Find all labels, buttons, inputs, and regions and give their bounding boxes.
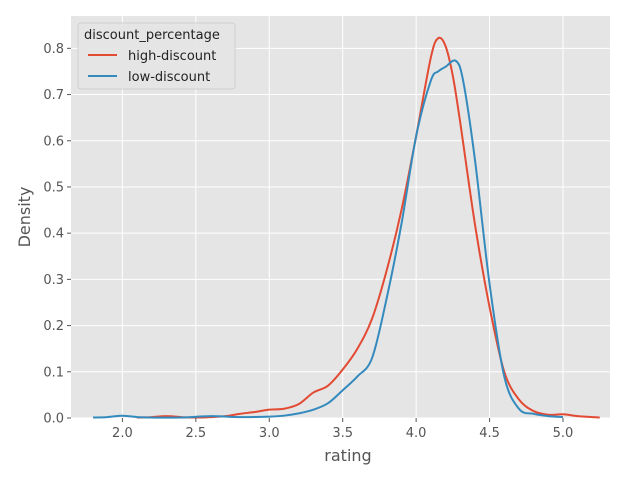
x-axis: 2.0 2.5 3.0 3.5 4.0 4.5 5.0 — [112, 418, 573, 441]
x-axis-label: rating — [324, 446, 371, 465]
x-tick-label: 2.0 — [112, 426, 133, 441]
y-tick-label: 0.8 — [43, 42, 64, 57]
x-tick-label: 5.0 — [553, 426, 574, 441]
legend-title: discount_percentage — [84, 28, 220, 43]
y-tick-label: 0.7 — [43, 88, 64, 103]
legend-label-low-discount: low-discount — [128, 70, 210, 85]
x-tick-label: 3.5 — [332, 426, 353, 441]
x-tick-label: 4.0 — [406, 426, 427, 441]
y-axis-label: Density — [15, 187, 34, 248]
y-tick-label: 0.2 — [43, 319, 64, 334]
legend: discount_percentage high-discount low-di… — [77, 22, 236, 90]
x-tick-label: 2.5 — [185, 426, 206, 441]
x-tick-label: 3.0 — [259, 426, 280, 441]
series-line-low-discount — [92, 59, 564, 419]
x-tick-label: 4.5 — [479, 426, 500, 441]
y-tick-label: 0.6 — [43, 134, 64, 149]
y-axis: 0.0 0.1 0.2 0.3 0.4 0.5 0.6 0.7 0.8 — [43, 42, 71, 427]
legend-label-high-discount: high-discount — [128, 49, 216, 64]
y-tick-label: 0.0 — [43, 412, 64, 427]
y-tick-label: 0.1 — [43, 365, 64, 380]
y-tick-label: 0.5 — [43, 180, 64, 195]
y-tick-label: 0.4 — [43, 227, 64, 242]
y-tick-label: 0.3 — [43, 273, 64, 288]
series-layer — [92, 36, 600, 419]
legend-box — [77, 22, 236, 90]
